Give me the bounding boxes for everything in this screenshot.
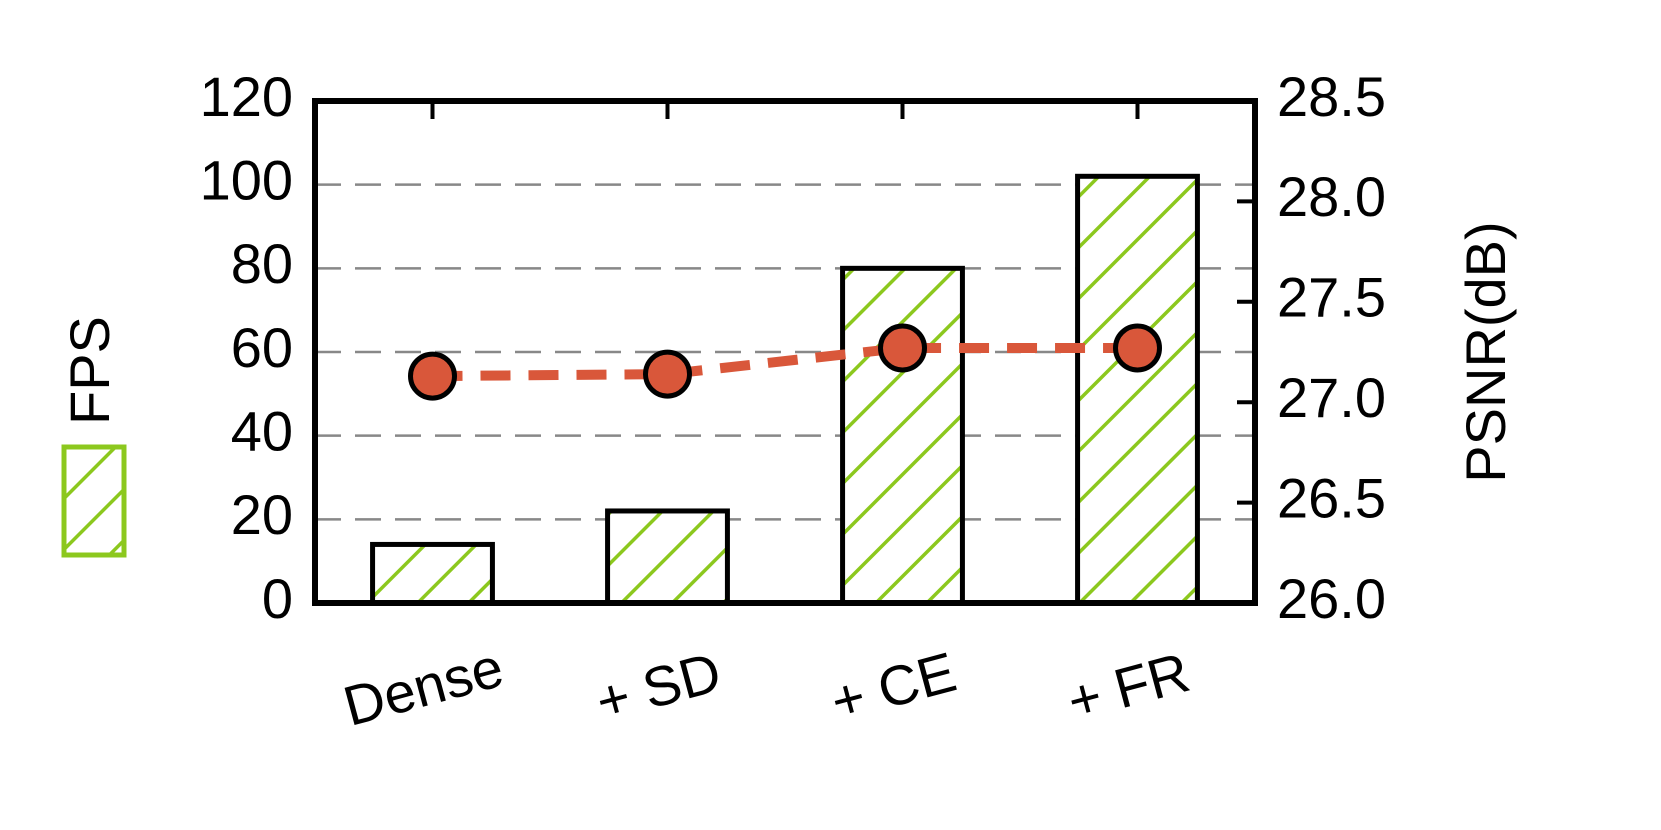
y2-tick-label: 26.5 — [1277, 466, 1386, 529]
point — [643, 349, 692, 399]
marks — [370, 173, 1200, 606]
y2-tick-label: 28.5 — [1277, 65, 1386, 128]
y-tick-label: 60 — [231, 316, 293, 379]
y2-tick-label: 28.0 — [1277, 165, 1386, 228]
bar — [370, 541, 495, 606]
x-tick-label: + CE — [824, 640, 962, 733]
y2-tick-label: 27.5 — [1277, 266, 1386, 329]
legend-swatch — [61, 444, 127, 558]
y-tick-label: 40 — [231, 399, 293, 462]
y-tick-label: 80 — [231, 232, 293, 295]
y2-axis-label: PSNR(dB) — [1454, 221, 1517, 482]
bar — [840, 265, 965, 606]
point — [408, 351, 457, 401]
y2-tick-label: 27.0 — [1277, 366, 1386, 429]
legend-label: FPS — [58, 316, 121, 425]
point — [878, 323, 927, 373]
y-tick-label: 0 — [262, 567, 293, 630]
y-tick-label: 120 — [200, 65, 293, 128]
y2-tick-label: 26.0 — [1277, 567, 1386, 630]
bar — [605, 508, 730, 606]
plot-frame — [312, 98, 1258, 606]
x-tick-label: Dense — [337, 635, 510, 738]
bar — [1075, 173, 1200, 606]
y-tick-label: 20 — [231, 483, 293, 546]
y-tick-label: 100 — [200, 148, 293, 211]
x-tick-label: + SD — [589, 640, 727, 733]
point — [1113, 323, 1162, 373]
x-tick-label: + FR — [1061, 640, 1196, 733]
line — [432, 342, 1138, 382]
